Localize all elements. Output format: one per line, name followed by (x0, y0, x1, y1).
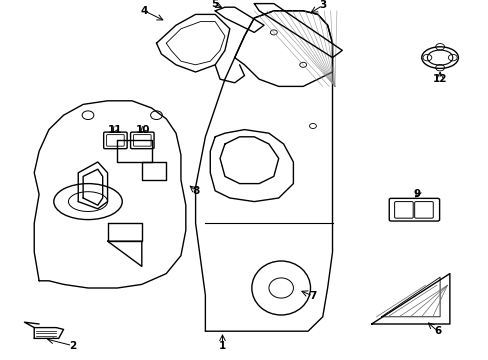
Text: 1: 1 (219, 341, 225, 351)
Text: 6: 6 (433, 326, 440, 336)
Text: 9: 9 (413, 189, 420, 199)
Text: 2: 2 (69, 341, 76, 351)
Text: 11: 11 (107, 125, 122, 135)
Text: 7: 7 (308, 291, 316, 301)
Text: 3: 3 (319, 0, 325, 10)
Text: 4: 4 (140, 6, 148, 16)
Text: 8: 8 (192, 186, 199, 196)
Text: 12: 12 (432, 74, 447, 84)
Text: 5: 5 (211, 0, 218, 9)
Text: 10: 10 (136, 125, 150, 135)
